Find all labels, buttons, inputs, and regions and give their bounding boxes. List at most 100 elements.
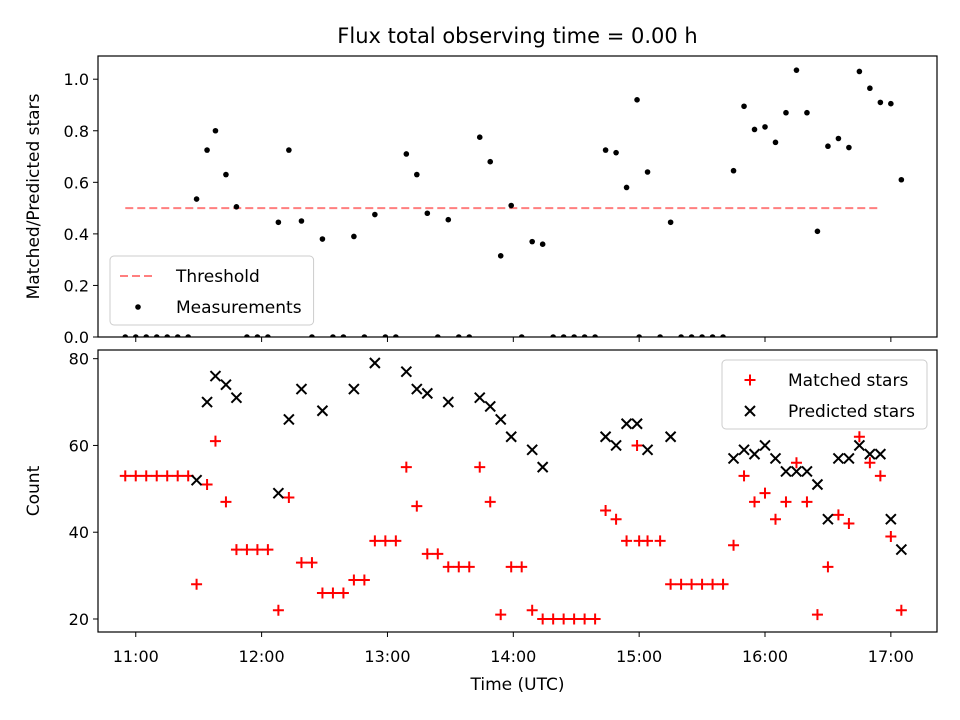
predicted-stars-point (727, 452, 740, 465)
matched-stars-point (453, 561, 465, 573)
measurements-point (143, 334, 150, 337)
measurements-point (223, 171, 229, 178)
predicted-stars-point (759, 439, 771, 452)
predicted-stars-point (442, 396, 454, 408)
matched-stars-point (686, 578, 698, 590)
matched-stars-point (484, 496, 496, 508)
measurements-point (636, 334, 642, 337)
predicted-stars-point (272, 487, 285, 499)
predicted-stars-point (843, 452, 855, 465)
predicted-stars-point (421, 387, 434, 400)
matched-stars-point (811, 609, 823, 621)
measurements-point (678, 334, 684, 337)
matched-stars-point (283, 492, 295, 504)
matched-stars-point (172, 470, 184, 482)
measurements-point (856, 68, 863, 75)
measurements-point (613, 149, 619, 156)
legend-threshold-label: Threshold (175, 267, 260, 287)
matched-stars-point (665, 578, 677, 590)
measurements-point (204, 147, 210, 153)
y-tick-label: 0.2 (64, 276, 89, 295)
measurements-point (720, 334, 726, 337)
y-tick-label: 0.4 (64, 225, 89, 244)
measurements-point (487, 158, 494, 165)
matched-stars-point (526, 604, 538, 616)
measurements-point (497, 252, 504, 259)
measurements-point (644, 169, 651, 175)
matched-stars-point (853, 431, 865, 443)
matched-stars-point (654, 535, 666, 547)
measurements-point (602, 147, 609, 153)
measurements-point (783, 109, 789, 116)
matched-stars-point (759, 487, 771, 499)
y-tick-label: 20 (69, 610, 89, 629)
matched-stars-point (516, 561, 528, 573)
matched-stars-point (707, 578, 719, 590)
matched-stars-point (463, 561, 475, 573)
predicted-stars-point (853, 439, 866, 452)
measurements-point (581, 334, 588, 337)
matched-stars-point (717, 578, 729, 590)
matched-stars-point (390, 535, 402, 547)
matched-stars-point (400, 461, 412, 473)
measurements-point (275, 219, 282, 226)
matched-stars-point (337, 587, 349, 599)
measurements-point (539, 241, 546, 247)
y-tick-label: 0.0 (64, 328, 89, 347)
predicted-stars-point (610, 439, 622, 452)
measurements-point (518, 334, 525, 337)
measurements-point (667, 219, 674, 226)
predicted-stars-point (316, 405, 329, 417)
panel-bottom: 20 40 60 80 11:00 12:00 13:00 14:00 15:00 16:00 17… (24, 349, 938, 695)
measurements-point (455, 334, 462, 337)
measurements-point (319, 236, 326, 242)
measurements-point (730, 167, 737, 174)
x-tick-label: 12:00 (239, 647, 285, 666)
measurements-point (153, 334, 160, 337)
legend-predicted-stars-label: Predicted stars (788, 402, 915, 422)
measurements-point (560, 334, 567, 337)
matched-stars-point (801, 496, 813, 508)
matched-stars-point (251, 544, 263, 556)
predicted-stars-point (283, 413, 295, 426)
matched-stars-point (411, 500, 423, 512)
matched-stars-point (348, 574, 360, 586)
matched-stars-point (220, 496, 232, 508)
measurements-point (403, 151, 410, 157)
matched-stars-point (610, 513, 622, 525)
legend-measurements-label: Measurements (176, 298, 302, 318)
x-tick-label: 11:00 (113, 647, 159, 666)
matched-stars-point (241, 544, 253, 556)
y-tick-label: 0.6 (64, 173, 89, 192)
measurements-point (193, 196, 200, 202)
matched-stars-point (495, 609, 507, 621)
y-tick-label: 0.8 (64, 122, 89, 141)
matched-stars-point (130, 470, 142, 482)
matched-stars-point (201, 478, 213, 490)
matched-stars-point (191, 578, 203, 590)
matched-stars-point (790, 457, 802, 469)
legend: Threshold Measurements (109, 255, 315, 326)
predicted-stars-point (190, 474, 203, 486)
matched-stars-point (642, 535, 654, 547)
x-tick-label: 15:00 (616, 647, 662, 666)
predicted-stars-point (348, 383, 360, 395)
measurements-point (298, 218, 305, 224)
predicted-stars-point (484, 400, 496, 413)
matched-stars-point (140, 470, 152, 482)
measurements-point (372, 211, 378, 218)
legend-box (721, 359, 928, 430)
y-tick-label: 40 (69, 523, 89, 542)
measurements-point (414, 171, 420, 178)
measurements-point (185, 334, 191, 337)
matched-stars-point (885, 531, 897, 543)
matched-stars-point (864, 457, 876, 469)
measurements-point (265, 334, 271, 337)
measurements-point (623, 184, 630, 191)
predicted-stars-point (599, 431, 612, 443)
matched-stars-point (161, 470, 173, 482)
measurements-point (424, 210, 431, 217)
predicted-stars-point (895, 543, 908, 556)
measurements-point (793, 67, 800, 73)
